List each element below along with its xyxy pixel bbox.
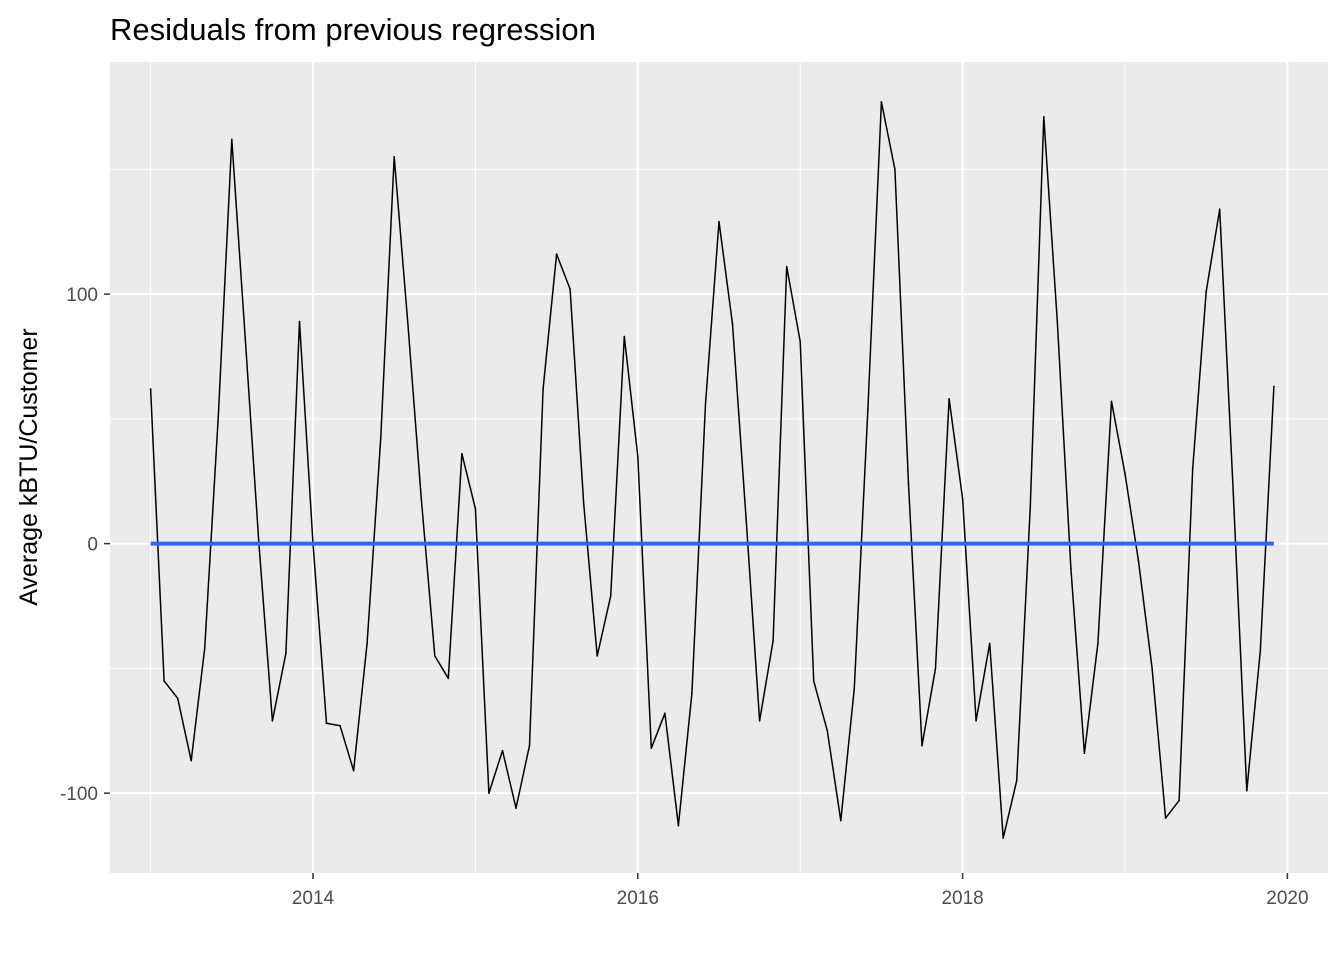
data-point xyxy=(542,388,544,390)
x-tick-label: 2018 xyxy=(941,888,983,909)
data-point xyxy=(1232,492,1235,495)
data-point xyxy=(988,642,991,645)
data-point xyxy=(1043,116,1045,118)
data-point xyxy=(1110,400,1113,403)
x-tick-label: 2016 xyxy=(617,888,659,909)
data-point xyxy=(149,388,152,390)
data-point xyxy=(772,640,774,642)
data-point xyxy=(718,220,720,223)
data-point xyxy=(325,722,328,725)
data-point xyxy=(1124,472,1126,475)
data-point xyxy=(1273,385,1275,388)
data-point xyxy=(1029,505,1032,508)
data-point xyxy=(406,320,409,323)
y-tick-label: -100 xyxy=(60,784,98,805)
data-point xyxy=(880,101,883,103)
data-point xyxy=(1246,789,1248,792)
data-point xyxy=(1097,642,1099,645)
data-point xyxy=(190,759,192,762)
data-point xyxy=(298,320,301,323)
data-point xyxy=(650,747,653,749)
data-point xyxy=(1191,467,1194,470)
data-point xyxy=(1083,752,1086,754)
data-point xyxy=(1218,208,1221,210)
chart-title: Residuals from previous regression xyxy=(110,12,596,47)
data-point xyxy=(1015,779,1018,782)
data-point xyxy=(948,398,950,400)
data-point xyxy=(799,340,801,343)
data-point xyxy=(1002,837,1004,839)
data-point xyxy=(555,253,558,255)
data-point xyxy=(393,156,396,158)
data-point xyxy=(894,168,896,171)
data-point xyxy=(1259,650,1262,652)
data-point xyxy=(244,338,247,340)
data-point xyxy=(501,749,504,752)
data-point xyxy=(488,792,490,794)
data-point xyxy=(217,415,220,418)
x-tick-label: 2014 xyxy=(292,888,335,909)
data-point xyxy=(163,680,165,682)
data-point xyxy=(826,730,829,732)
data-point xyxy=(637,455,639,458)
data-point xyxy=(921,744,923,747)
data-point xyxy=(840,819,842,822)
x-tick-label: 2020 xyxy=(1266,888,1308,909)
data-point xyxy=(420,497,423,500)
data-point xyxy=(609,595,612,597)
data-point xyxy=(434,655,436,657)
data-point xyxy=(704,403,707,405)
data-point xyxy=(339,725,341,727)
data-point xyxy=(366,642,368,645)
y-tick-label: 0 xyxy=(87,535,98,556)
data-point xyxy=(203,647,206,650)
data-point xyxy=(691,692,693,695)
axis-ticks xyxy=(104,293,1289,879)
data-point xyxy=(677,824,680,827)
series-line-residuals xyxy=(149,101,1275,839)
y-tick-label: 100 xyxy=(66,285,98,306)
data-point xyxy=(461,453,463,455)
data-point xyxy=(853,687,856,690)
data-point xyxy=(447,677,450,680)
data-point xyxy=(569,288,571,290)
data-point xyxy=(596,655,598,657)
data-point xyxy=(785,265,788,268)
data-point xyxy=(379,438,382,440)
y-axis-label: Average kBTU/Customer xyxy=(15,328,43,605)
data-point xyxy=(1164,817,1167,819)
data-point xyxy=(1205,290,1207,293)
data-point xyxy=(812,680,815,682)
data-point xyxy=(352,769,355,772)
data-point xyxy=(285,652,287,655)
x-axis-tick-labels: 2014 2016 2018 2020 xyxy=(292,888,1309,909)
data-point xyxy=(176,697,179,700)
data-point xyxy=(1151,667,1153,670)
data-point xyxy=(907,482,910,485)
data-point xyxy=(623,335,626,338)
data-point xyxy=(582,502,585,505)
data-point xyxy=(231,138,233,141)
y-axis-tick-labels: -100 0 100 xyxy=(60,285,98,805)
data-point xyxy=(975,720,977,722)
data-point xyxy=(745,517,747,520)
data-point xyxy=(961,497,964,500)
data-point xyxy=(1070,567,1072,570)
data-point xyxy=(515,807,517,809)
data-point xyxy=(271,720,274,722)
data-point xyxy=(664,712,666,715)
data-point xyxy=(474,507,477,510)
data-point xyxy=(934,667,937,670)
data-point xyxy=(1178,799,1180,802)
data-point xyxy=(758,720,761,722)
data-point xyxy=(1137,560,1140,562)
series-layer xyxy=(149,101,1275,839)
data-point xyxy=(1056,320,1059,323)
plot-panel xyxy=(110,62,1328,873)
data-point xyxy=(731,323,734,325)
data-point xyxy=(528,744,531,747)
data-point xyxy=(867,408,869,410)
